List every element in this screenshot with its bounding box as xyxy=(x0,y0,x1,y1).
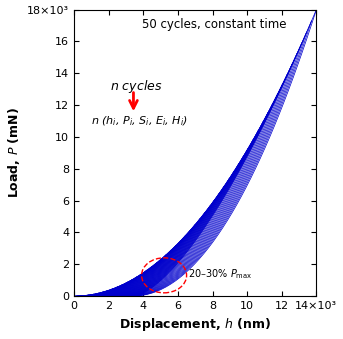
Text: $n$ ($h_i$, $P_i$, $S_i$, $E_i$, $H_i$): $n$ ($h_i$, $P_i$, $S_i$, $E_i$, $H_i$) xyxy=(91,114,188,128)
Text: 50 cycles, constant time: 50 cycles, constant time xyxy=(142,18,286,31)
Text: $n$ cycles: $n$ cycles xyxy=(110,78,163,95)
Y-axis label: Load, $P$ (mN): Load, $P$ (mN) xyxy=(5,107,22,198)
X-axis label: Displacement, $h$ (nm): Displacement, $h$ (nm) xyxy=(119,316,271,334)
Text: 20–30% $P_\mathrm{max}$: 20–30% $P_\mathrm{max}$ xyxy=(188,267,253,281)
